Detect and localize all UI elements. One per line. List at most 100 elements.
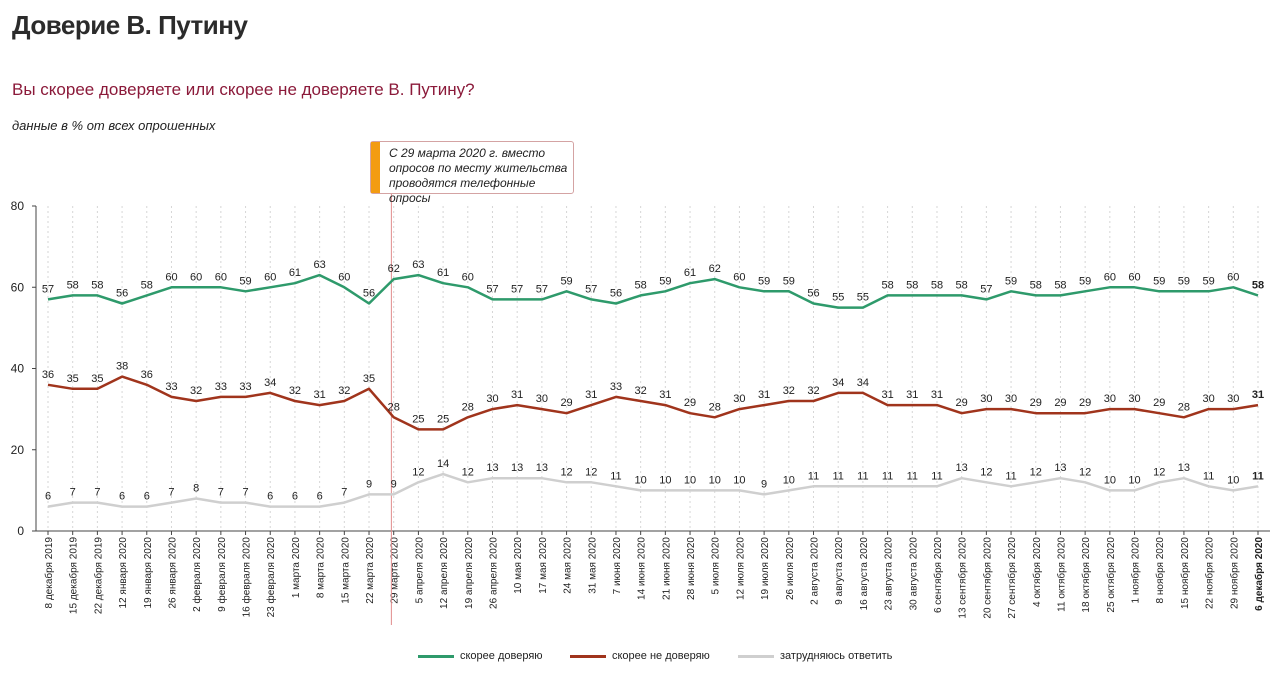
data-label-distrust: 28 [1178,401,1190,413]
data-label-distrust: 32 [807,385,819,397]
x-tick-label: 2 августа 2020 [810,537,821,605]
method-change-annotation: С 29 марта 2020 г. вместо опросов по мес… [370,141,574,205]
x-tick-label: 7 июня 2020 [612,537,623,595]
x-tick-label: 16 августа 2020 [859,537,870,611]
data-label-trust: 58 [1252,279,1264,291]
x-tick-label: 29 ноября 2020 [1228,537,1240,609]
data-label-distrust: 30 [486,393,498,405]
x-tick-label: 23 августа 2020 [884,537,895,611]
data-label-hard: 12 [585,466,597,478]
data-label-trust: 58 [141,279,153,291]
data-label-trust: 58 [91,279,103,291]
data-label-hard: 13 [956,462,968,474]
data-label-trust: 60 [462,271,474,283]
y-tick-label: 80 [11,199,25,213]
x-tick-label: 10 мая 2020 [513,537,524,594]
data-label-trust: 58 [906,279,918,291]
data-label-trust: 57 [980,283,992,295]
data-label-trust: 60 [264,271,276,283]
data-label-trust: 60 [165,271,177,283]
y-tick-label: 20 [11,443,25,457]
data-label-distrust: 33 [165,381,177,393]
legend-label-trust: скорее доверяю [460,650,543,662]
data-label-hard: 11 [1203,470,1214,482]
data-label-trust: 58 [931,279,943,291]
data-label-distrust: 25 [412,413,424,425]
data-label-hard: 10 [733,474,745,486]
data-label-hard: 10 [684,474,696,486]
x-tick-label: 22 марта 2020 [365,537,376,604]
y-tick-label: 40 [11,362,25,376]
x-tick-label: 25 октября 2020 [1105,537,1117,613]
data-label-hard: 6 [317,491,323,503]
data-label-distrust: 29 [956,397,968,409]
data-label-distrust: 33 [610,381,622,393]
data-label-distrust: 31 [758,389,770,401]
data-label-trust: 59 [560,275,572,287]
data-label-trust: 59 [239,275,251,287]
x-tick-label: 5 апреля 2020 [414,537,425,604]
data-label-distrust: 33 [215,381,227,393]
data-label-distrust: 32 [783,385,795,397]
data-label-distrust: 30 [1128,393,1140,405]
data-label-distrust: 29 [684,397,696,409]
data-label-trust: 59 [758,275,770,287]
data-label-hard: 11 [1005,470,1016,482]
series-line-hard [47,472,1259,508]
data-label-distrust: 36 [141,369,153,381]
x-tick-label: 2 февраля 2020 [191,537,203,612]
data-label-distrust: 31 [314,389,326,401]
data-label-distrust: 34 [832,377,844,389]
data-label-distrust: 28 [709,401,721,413]
data-label-distrust: 32 [338,385,350,397]
x-tick-label: 18 октября 2020 [1080,537,1092,613]
data-label-hard: 6 [119,491,125,503]
data-label-hard: 12 [560,466,572,478]
data-label-hard: 13 [536,462,548,474]
data-label-trust: 58 [635,279,647,291]
x-tick-label: 22 ноября 2020 [1204,537,1216,609]
data-label-hard: 7 [242,487,248,499]
data-label-hard: 6 [267,491,273,503]
chart-subtitle: Вы скорее доверяете или скорее не доверя… [12,80,475,99]
data-label-distrust: 25 [437,413,449,425]
x-tick-label: 19 января 2020 [143,537,154,609]
annotation-accent-bar [371,142,380,193]
x-tick-label: 12 января 2020 [118,537,129,609]
data-label-hard: 10 [783,474,795,486]
data-label-hard: 11 [1252,470,1264,482]
legend-label-distrust: скорее не доверяю [612,650,710,662]
data-label-trust: 58 [881,279,893,291]
x-tick-label: 8 декабря 2019 [43,537,55,609]
data-label-trust: 59 [1153,275,1165,287]
data-label-distrust: 29 [1079,397,1091,409]
data-label-hard: 7 [218,487,224,499]
x-tick-label: 6 сентября 2020 [932,537,944,613]
data-label-trust: 61 [289,267,301,279]
data-label-trust: 58 [956,279,968,291]
x-tick-label: 30 августа 2020 [908,537,919,611]
x-tick-label: 15 декабря 2019 [68,537,80,615]
data-label-distrust: 31 [1252,389,1264,401]
data-label-hard: 6 [292,491,298,503]
data-label-distrust: 32 [635,385,647,397]
data-label-trust: 59 [783,275,795,287]
x-tick-label: 5 июля 2020 [711,537,722,595]
data-label-trust: 62 [388,263,400,275]
x-tick-label: 19 июля 2020 [760,537,771,600]
data-label-distrust: 31 [906,389,918,401]
legend-label-hard: затрудняюсь ответить [780,650,893,662]
data-label-hard: 9 [391,478,397,490]
data-label-hard: 11 [808,470,819,482]
data-label-hard: 10 [635,474,647,486]
x-tick-label: 15 марта 2020 [340,537,351,604]
x-tick-label: 13 сентября 2020 [957,537,969,619]
data-label-trust: 56 [116,288,128,300]
x-tick-label: 12 апреля 2020 [439,537,450,609]
data-label-hard: 11 [857,470,868,482]
x-tick-label: 1 ноября 2020 [1130,537,1142,604]
data-label-distrust: 30 [1202,393,1214,405]
data-label-hard: 11 [832,470,843,482]
data-label-trust: 59 [1178,275,1190,287]
